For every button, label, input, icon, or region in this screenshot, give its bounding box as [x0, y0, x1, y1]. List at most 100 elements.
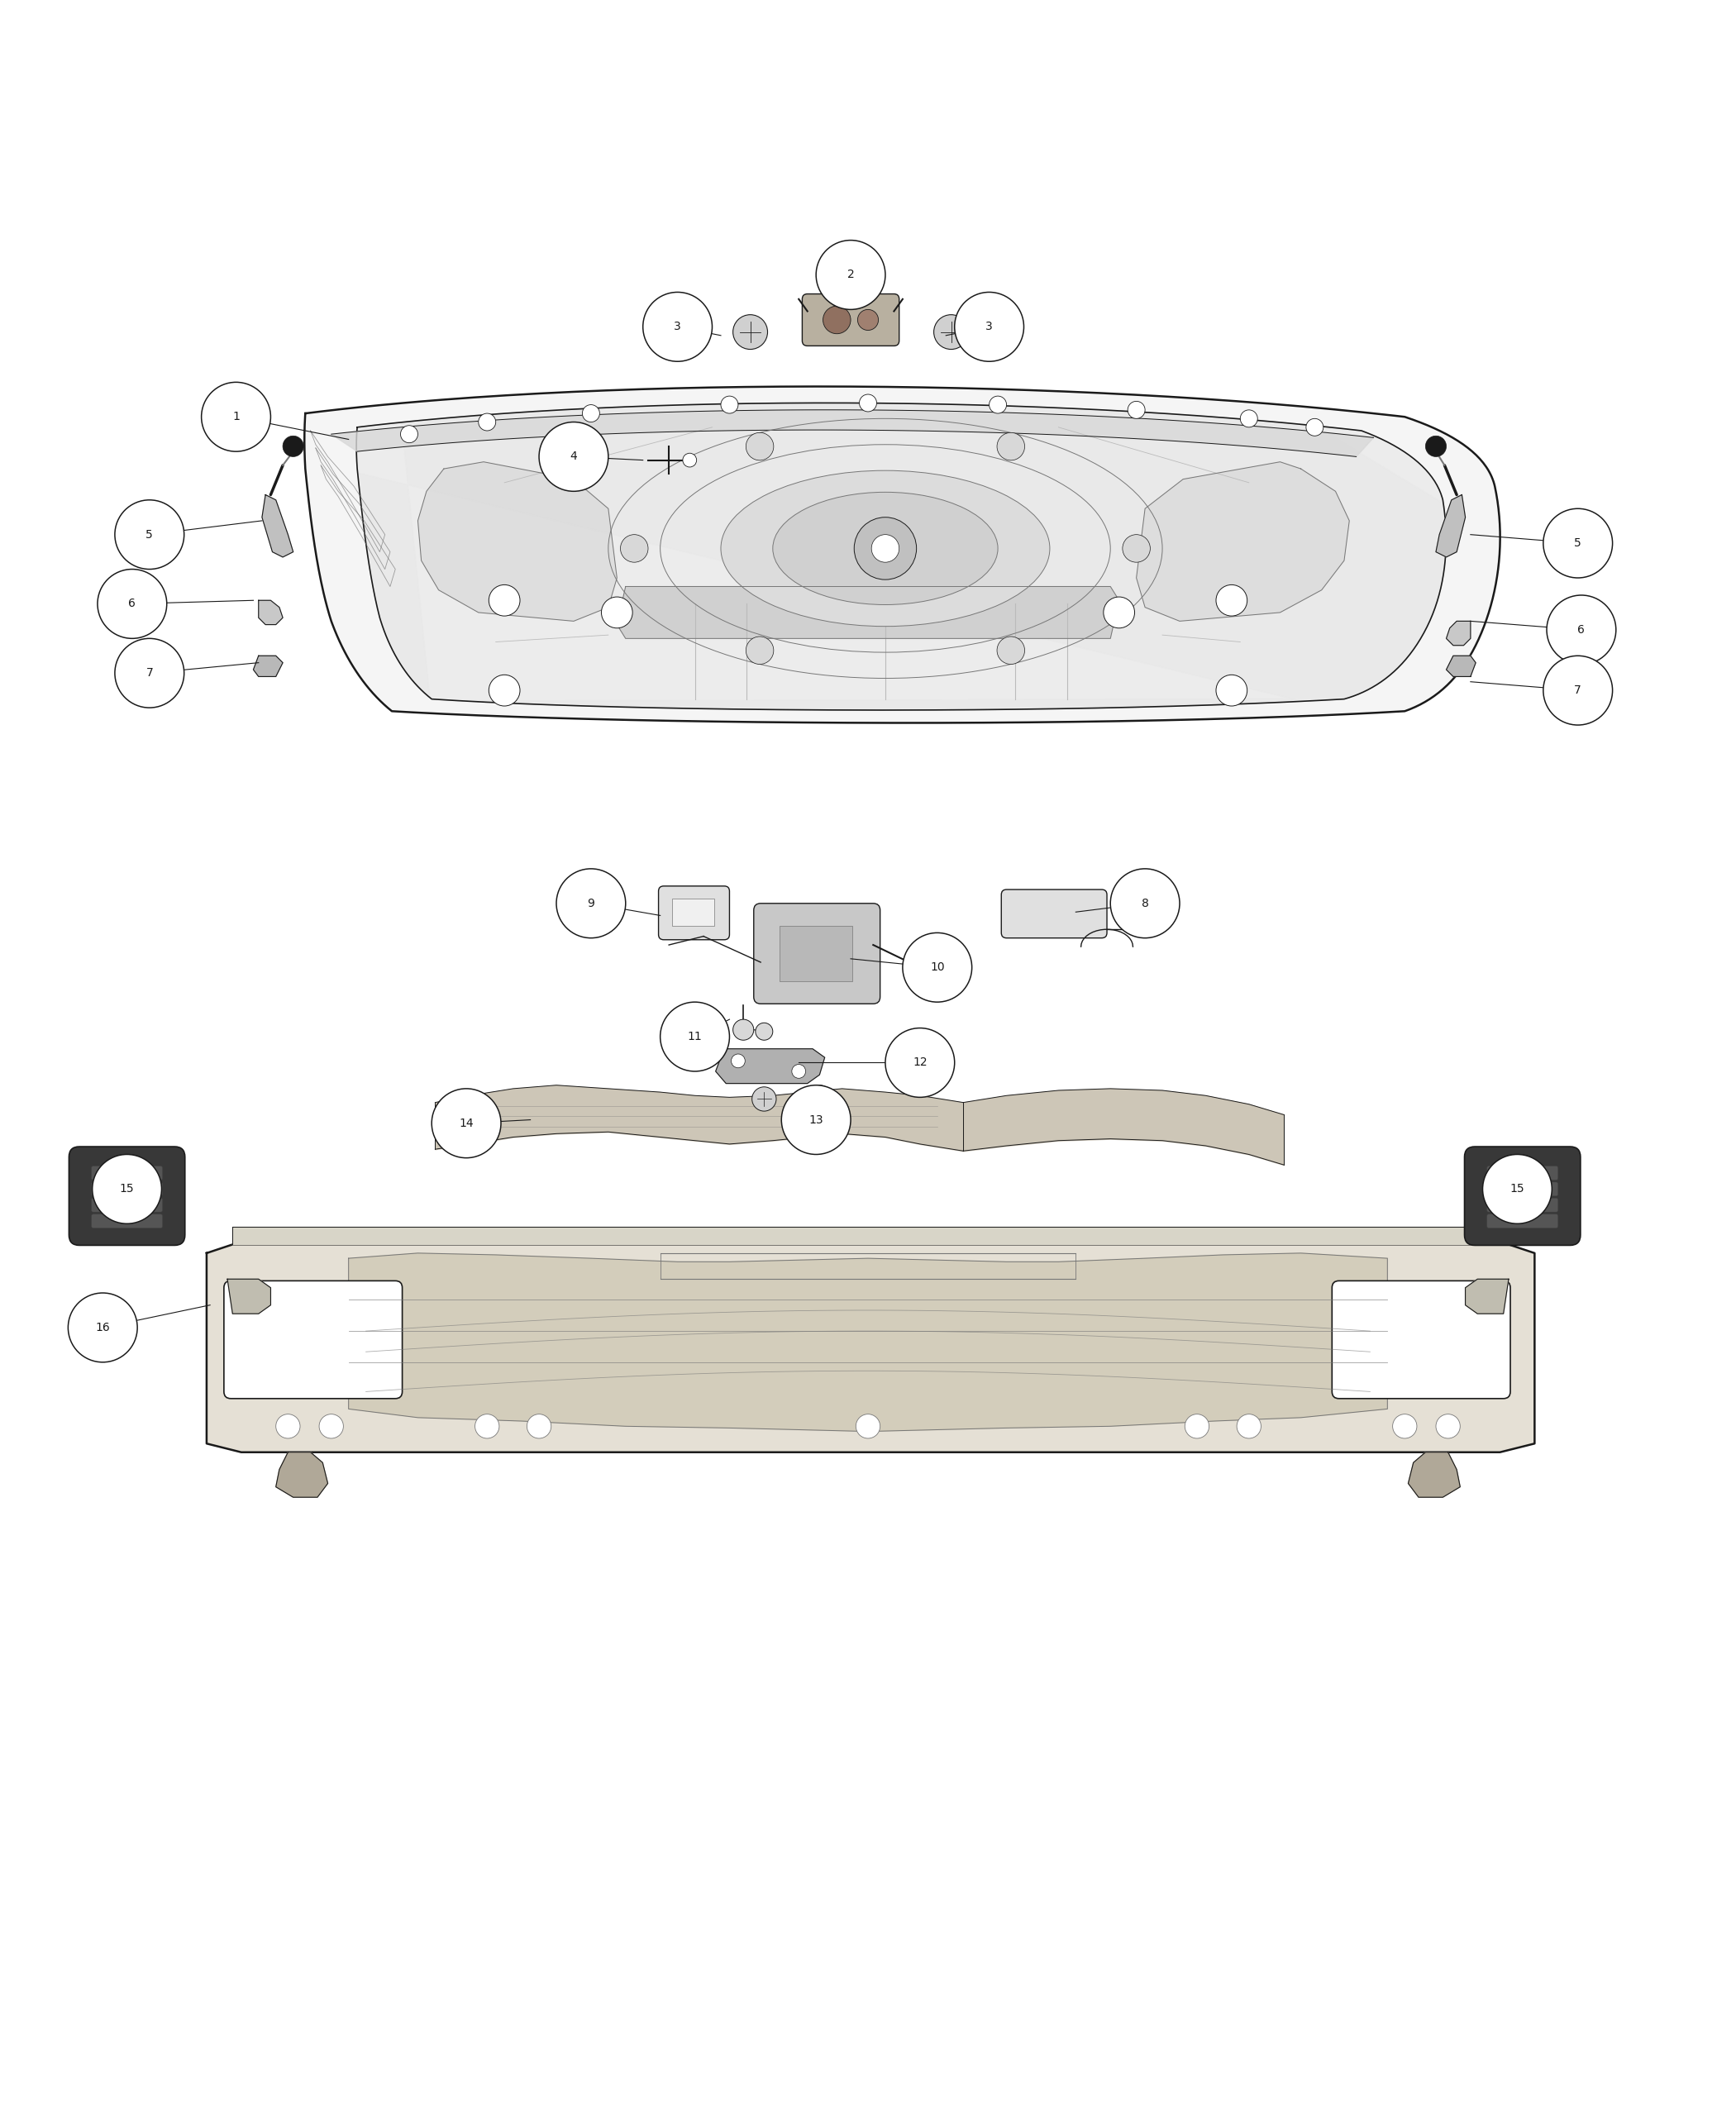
Text: 3: 3 [986, 320, 993, 333]
Circle shape [528, 1414, 550, 1438]
Polygon shape [1446, 622, 1470, 645]
FancyBboxPatch shape [1488, 1166, 1557, 1180]
FancyBboxPatch shape [779, 925, 852, 982]
Text: 5: 5 [146, 529, 153, 540]
Circle shape [620, 535, 648, 563]
Circle shape [859, 394, 877, 411]
Circle shape [792, 1065, 806, 1077]
Circle shape [733, 314, 767, 350]
Text: 6: 6 [128, 599, 135, 609]
Circle shape [731, 1054, 745, 1069]
Text: 14: 14 [458, 1117, 474, 1130]
Circle shape [1543, 508, 1613, 578]
Circle shape [746, 432, 774, 460]
Polygon shape [304, 386, 1500, 723]
Polygon shape [1408, 1452, 1460, 1497]
Circle shape [1425, 436, 1446, 457]
Circle shape [781, 1086, 851, 1155]
Circle shape [858, 310, 878, 331]
Circle shape [115, 500, 184, 569]
Text: 11: 11 [687, 1031, 701, 1043]
Circle shape [823, 306, 851, 333]
Circle shape [1543, 656, 1613, 725]
FancyBboxPatch shape [658, 885, 729, 940]
Circle shape [871, 535, 899, 563]
FancyBboxPatch shape [224, 1282, 403, 1398]
Polygon shape [253, 656, 283, 677]
Text: 10: 10 [930, 961, 944, 974]
Text: 15: 15 [120, 1183, 134, 1195]
FancyBboxPatch shape [92, 1166, 163, 1180]
Circle shape [540, 422, 608, 491]
Circle shape [476, 1414, 500, 1438]
FancyBboxPatch shape [92, 1183, 163, 1195]
Circle shape [1104, 597, 1135, 628]
Polygon shape [207, 1244, 1535, 1452]
FancyBboxPatch shape [802, 293, 899, 346]
Text: 5: 5 [1575, 538, 1581, 548]
Circle shape [746, 637, 774, 664]
Circle shape [955, 293, 1024, 360]
Circle shape [816, 240, 885, 310]
Text: 8: 8 [1141, 898, 1149, 909]
Circle shape [1483, 1155, 1552, 1223]
Polygon shape [1446, 656, 1476, 677]
Circle shape [1547, 594, 1616, 664]
Circle shape [1392, 1414, 1417, 1438]
Text: 6: 6 [1578, 624, 1585, 637]
Circle shape [490, 584, 521, 616]
Circle shape [682, 453, 696, 468]
Circle shape [97, 569, 167, 639]
Circle shape [1128, 401, 1146, 419]
Ellipse shape [720, 470, 1050, 626]
Polygon shape [356, 403, 1446, 710]
Polygon shape [1465, 1280, 1509, 1313]
Circle shape [283, 436, 304, 457]
Circle shape [1305, 419, 1323, 436]
Text: 16: 16 [95, 1322, 109, 1334]
FancyBboxPatch shape [1002, 890, 1108, 938]
Circle shape [1436, 1414, 1460, 1438]
FancyBboxPatch shape [1465, 1147, 1580, 1246]
Circle shape [319, 1414, 344, 1438]
Circle shape [990, 396, 1007, 413]
FancyBboxPatch shape [1488, 1214, 1557, 1229]
Circle shape [432, 1088, 502, 1157]
Circle shape [755, 1022, 773, 1039]
Polygon shape [418, 462, 616, 622]
Circle shape [752, 1088, 776, 1111]
FancyBboxPatch shape [69, 1147, 186, 1246]
FancyBboxPatch shape [1488, 1183, 1557, 1195]
Circle shape [733, 1020, 753, 1039]
Polygon shape [616, 586, 1120, 639]
Polygon shape [332, 409, 1373, 457]
Circle shape [807, 1086, 832, 1109]
Circle shape [996, 432, 1024, 460]
Polygon shape [227, 1280, 271, 1313]
Circle shape [856, 1414, 880, 1438]
Circle shape [401, 426, 418, 443]
Polygon shape [262, 495, 293, 557]
Ellipse shape [773, 491, 998, 605]
Polygon shape [259, 601, 283, 624]
Circle shape [996, 637, 1024, 664]
Circle shape [1123, 535, 1151, 563]
FancyBboxPatch shape [92, 1197, 163, 1212]
Circle shape [1186, 1414, 1208, 1438]
Circle shape [1240, 409, 1257, 428]
Text: 2: 2 [847, 270, 854, 280]
Circle shape [885, 1029, 955, 1098]
Circle shape [556, 868, 625, 938]
Circle shape [1111, 868, 1180, 938]
Text: 15: 15 [1510, 1183, 1524, 1195]
Text: 13: 13 [809, 1113, 823, 1126]
Text: 9: 9 [587, 898, 595, 909]
Text: 7: 7 [146, 668, 153, 679]
FancyBboxPatch shape [753, 904, 880, 1003]
FancyBboxPatch shape [1332, 1282, 1510, 1398]
Circle shape [276, 1414, 300, 1438]
Circle shape [1215, 675, 1246, 706]
Polygon shape [358, 403, 1446, 710]
Circle shape [660, 1001, 729, 1071]
FancyBboxPatch shape [672, 898, 713, 925]
